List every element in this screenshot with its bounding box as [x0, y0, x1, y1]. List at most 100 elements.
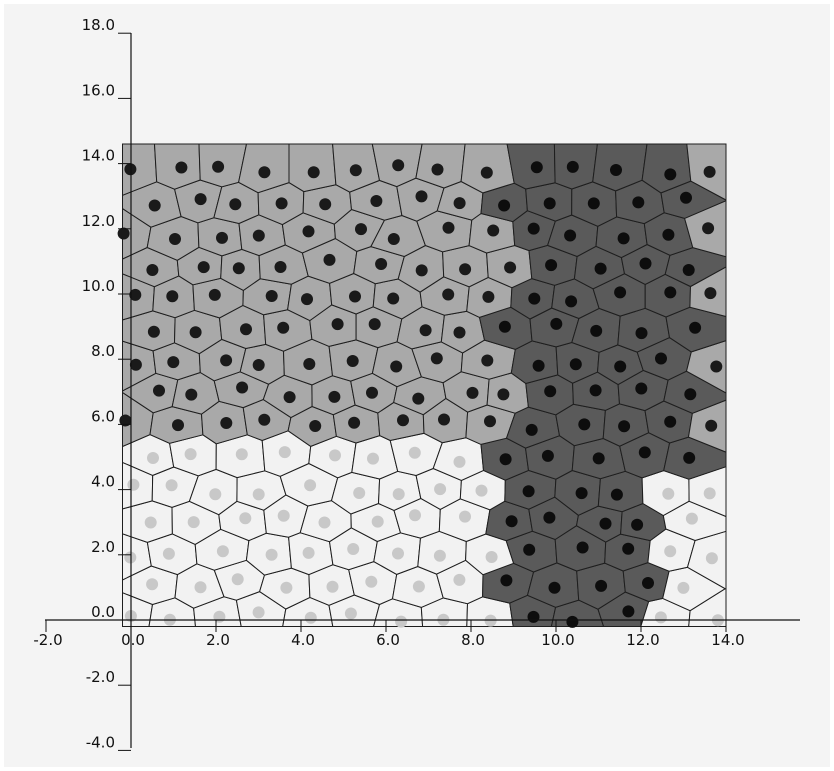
y-tick-label: 14.0 [82, 147, 115, 165]
cell-nucleus [466, 386, 479, 399]
cell-nucleus [329, 449, 341, 462]
cell-nucleus [275, 197, 288, 210]
cell-nucleus [169, 233, 181, 245]
cell-nucleus [189, 326, 202, 339]
cell-nucleus [355, 223, 367, 236]
cell-nucleus [331, 318, 344, 331]
x-tick-label: 8.0 [461, 631, 485, 649]
cell-nucleus [258, 413, 271, 426]
cell-nucleus [587, 197, 600, 210]
cell-nucleus [323, 253, 336, 266]
cell-nucleus [504, 261, 517, 274]
cell-nucleus [274, 261, 287, 273]
x-tick-label: 10.0 [541, 631, 574, 649]
x-tick-label: 6.0 [376, 631, 400, 649]
cell-nucleus [252, 606, 265, 619]
cell-nucleus [146, 578, 159, 591]
cell-nucleus [349, 164, 362, 177]
cell-nucleus [144, 516, 157, 529]
cell-nucleus [307, 166, 320, 179]
cell-nucleus [347, 543, 360, 555]
cell-nucleus [459, 510, 471, 523]
cell-nucleus [146, 264, 159, 276]
cell-nucleus [162, 547, 175, 560]
cell-nucleus [124, 551, 137, 564]
cell-nucleus [236, 381, 249, 394]
nuclei-layer [117, 159, 724, 628]
cell-nucleus [664, 286, 677, 299]
y-tick-label: 4.0 [91, 473, 115, 491]
cell-nucleus [564, 229, 577, 242]
cell-nucleus [618, 420, 631, 433]
cell-nucleus [392, 159, 405, 172]
cell-nucleus [172, 419, 184, 432]
cell-nucleus [590, 324, 603, 337]
cell-nucleus [371, 515, 384, 528]
cell-nucleus [532, 359, 545, 372]
y-tick-label: 0.0 [91, 603, 115, 621]
cell-nucleus [346, 355, 359, 367]
cell-nucleus [277, 509, 290, 522]
cell-nucleus [642, 577, 654, 589]
cell-nucleus [498, 199, 511, 212]
cell-nucleus [367, 452, 379, 465]
cell-nucleus [408, 446, 421, 459]
cell-nucleus [684, 388, 697, 401]
cell-nucleus [375, 258, 388, 270]
cell-nucleus [578, 418, 591, 431]
cell-nucleus [527, 222, 540, 235]
cell-nucleus [682, 264, 695, 276]
cell-nucleus [412, 580, 425, 593]
y-tick-label: 10.0 [82, 277, 115, 295]
cell-nucleus [576, 541, 589, 554]
cell-nucleus [541, 449, 554, 462]
y-tick-label: 2.0 [91, 538, 115, 556]
cell-nucleus [453, 197, 466, 210]
cell-nucleus [220, 354, 233, 367]
x-tick-label: 0.0 [121, 631, 145, 649]
cell-nucleus [309, 420, 322, 432]
cell-nucleus [392, 488, 405, 501]
x-tick-label: 14.0 [711, 631, 744, 649]
cell-nucleus [319, 198, 332, 211]
cell-nucleus [664, 415, 677, 428]
cell-nucleus [655, 352, 667, 365]
y-tick-label: -4.0 [86, 733, 115, 751]
cell-nucleus [395, 615, 408, 628]
cell-nucleus [303, 358, 316, 370]
cell-nucleus [595, 579, 608, 592]
cell-nucleus [705, 419, 718, 432]
cell-nucleus [543, 511, 556, 524]
cell-nucleus [527, 610, 540, 623]
cell-nucleus [167, 356, 180, 369]
cell-nucleus [453, 326, 466, 339]
cell-nucleus [710, 360, 723, 373]
cell-nucleus [265, 548, 278, 561]
cell-nucleus [348, 416, 361, 429]
cell-nucleus [703, 487, 716, 500]
cell-nucleus [545, 259, 558, 272]
cell-nucleus [703, 165, 716, 178]
y-tick-label: 8.0 [91, 342, 115, 360]
cell-nucleus [252, 488, 265, 501]
cell-nucleus [638, 446, 651, 459]
cell-nucleus [614, 360, 627, 373]
cell-nucleus [610, 164, 622, 176]
cell-nucleus [185, 388, 198, 401]
cell-nucleus [475, 484, 488, 497]
cell-nucleus [685, 512, 698, 525]
cell-nucleus [622, 542, 635, 555]
cell-nucleus [147, 452, 159, 464]
cell-nucleus [705, 552, 718, 565]
cell-nucleus [231, 573, 244, 586]
y-tick-label: 12.0 [82, 212, 115, 230]
cell-nucleus [635, 382, 648, 395]
cell-nucleus [265, 290, 278, 302]
cell-nucleus [575, 487, 588, 500]
cell-nucleus [302, 546, 315, 559]
cell-nucleus [434, 483, 447, 496]
cell-nucleus [480, 166, 493, 179]
cell-nucleus [194, 581, 207, 594]
cell-nucleus [353, 487, 366, 499]
cell-nucleus [117, 227, 130, 240]
